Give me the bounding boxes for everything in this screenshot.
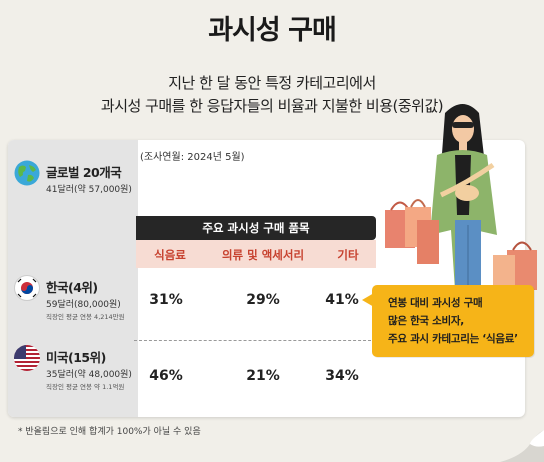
- callout-line-3: 주요 과시 카테고리는 ‘식음료’: [388, 333, 518, 345]
- korea-salary: 직장인 평균 연봉 4,214만원: [46, 313, 125, 321]
- usa-other-value: 34%: [325, 368, 359, 384]
- usa-food-value: 46%: [149, 368, 183, 384]
- globe-icon: [14, 160, 40, 186]
- korea-food-value: 31%: [149, 292, 183, 308]
- column-food: 식음료: [154, 248, 186, 262]
- subtitle-line-2: 과시성 구매를 한 응답자들의 비율과 지불한 비용(중위값): [100, 97, 444, 115]
- subtitle-line-1: 지난 한 달 동안 특정 카테고리에서: [168, 74, 376, 92]
- global-amount: 41달러(약 57,000원): [46, 185, 132, 195]
- shopper-illustration: [385, 104, 537, 290]
- korea-other-value: 41%: [325, 292, 359, 308]
- usa-amount: 35달러(약 48,000원): [46, 370, 132, 380]
- callout-line-1: 연봉 대비 과시성 구매: [388, 297, 483, 309]
- survey-date: (조사연월: 2024년 5월): [140, 152, 245, 163]
- korea-clothing-value: 29%: [246, 292, 280, 308]
- usa-clothing-value: 21%: [246, 368, 280, 384]
- category-band: [136, 240, 376, 268]
- callout-bubble: 연봉 대비 과시성 구매 많은 한국 소비자, 주요 과시 카테고리는 ‘식음료…: [372, 285, 534, 357]
- column-clothing: 의류 및 액세서리: [221, 248, 305, 262]
- usa-salary: 직장인 평균 연봉 약 1.1억원: [46, 383, 125, 391]
- usa-flag-icon: [14, 345, 40, 371]
- column-other: 기타: [337, 248, 359, 262]
- usa-name: 미국(15위): [46, 350, 106, 365]
- korea-name: 한국(4위): [46, 280, 98, 295]
- page-title: 과시성 구매: [208, 15, 337, 46]
- row-divider: [134, 340, 376, 341]
- footnote: * 반올림으로 인해 합계가 100%가 아닐 수 있음: [18, 427, 201, 437]
- category-header: 주요 과시성 구매 품목: [136, 216, 376, 240]
- callout-tail: [362, 293, 374, 307]
- korea-flag-icon: [14, 275, 40, 301]
- callout-line-2: 많은 한국 소비자,: [388, 315, 464, 327]
- global-name: 글로벌 20개국: [46, 165, 122, 180]
- page-curl-decoration: [500, 430, 544, 462]
- korea-amount: 59달러(80,000원): [46, 300, 121, 310]
